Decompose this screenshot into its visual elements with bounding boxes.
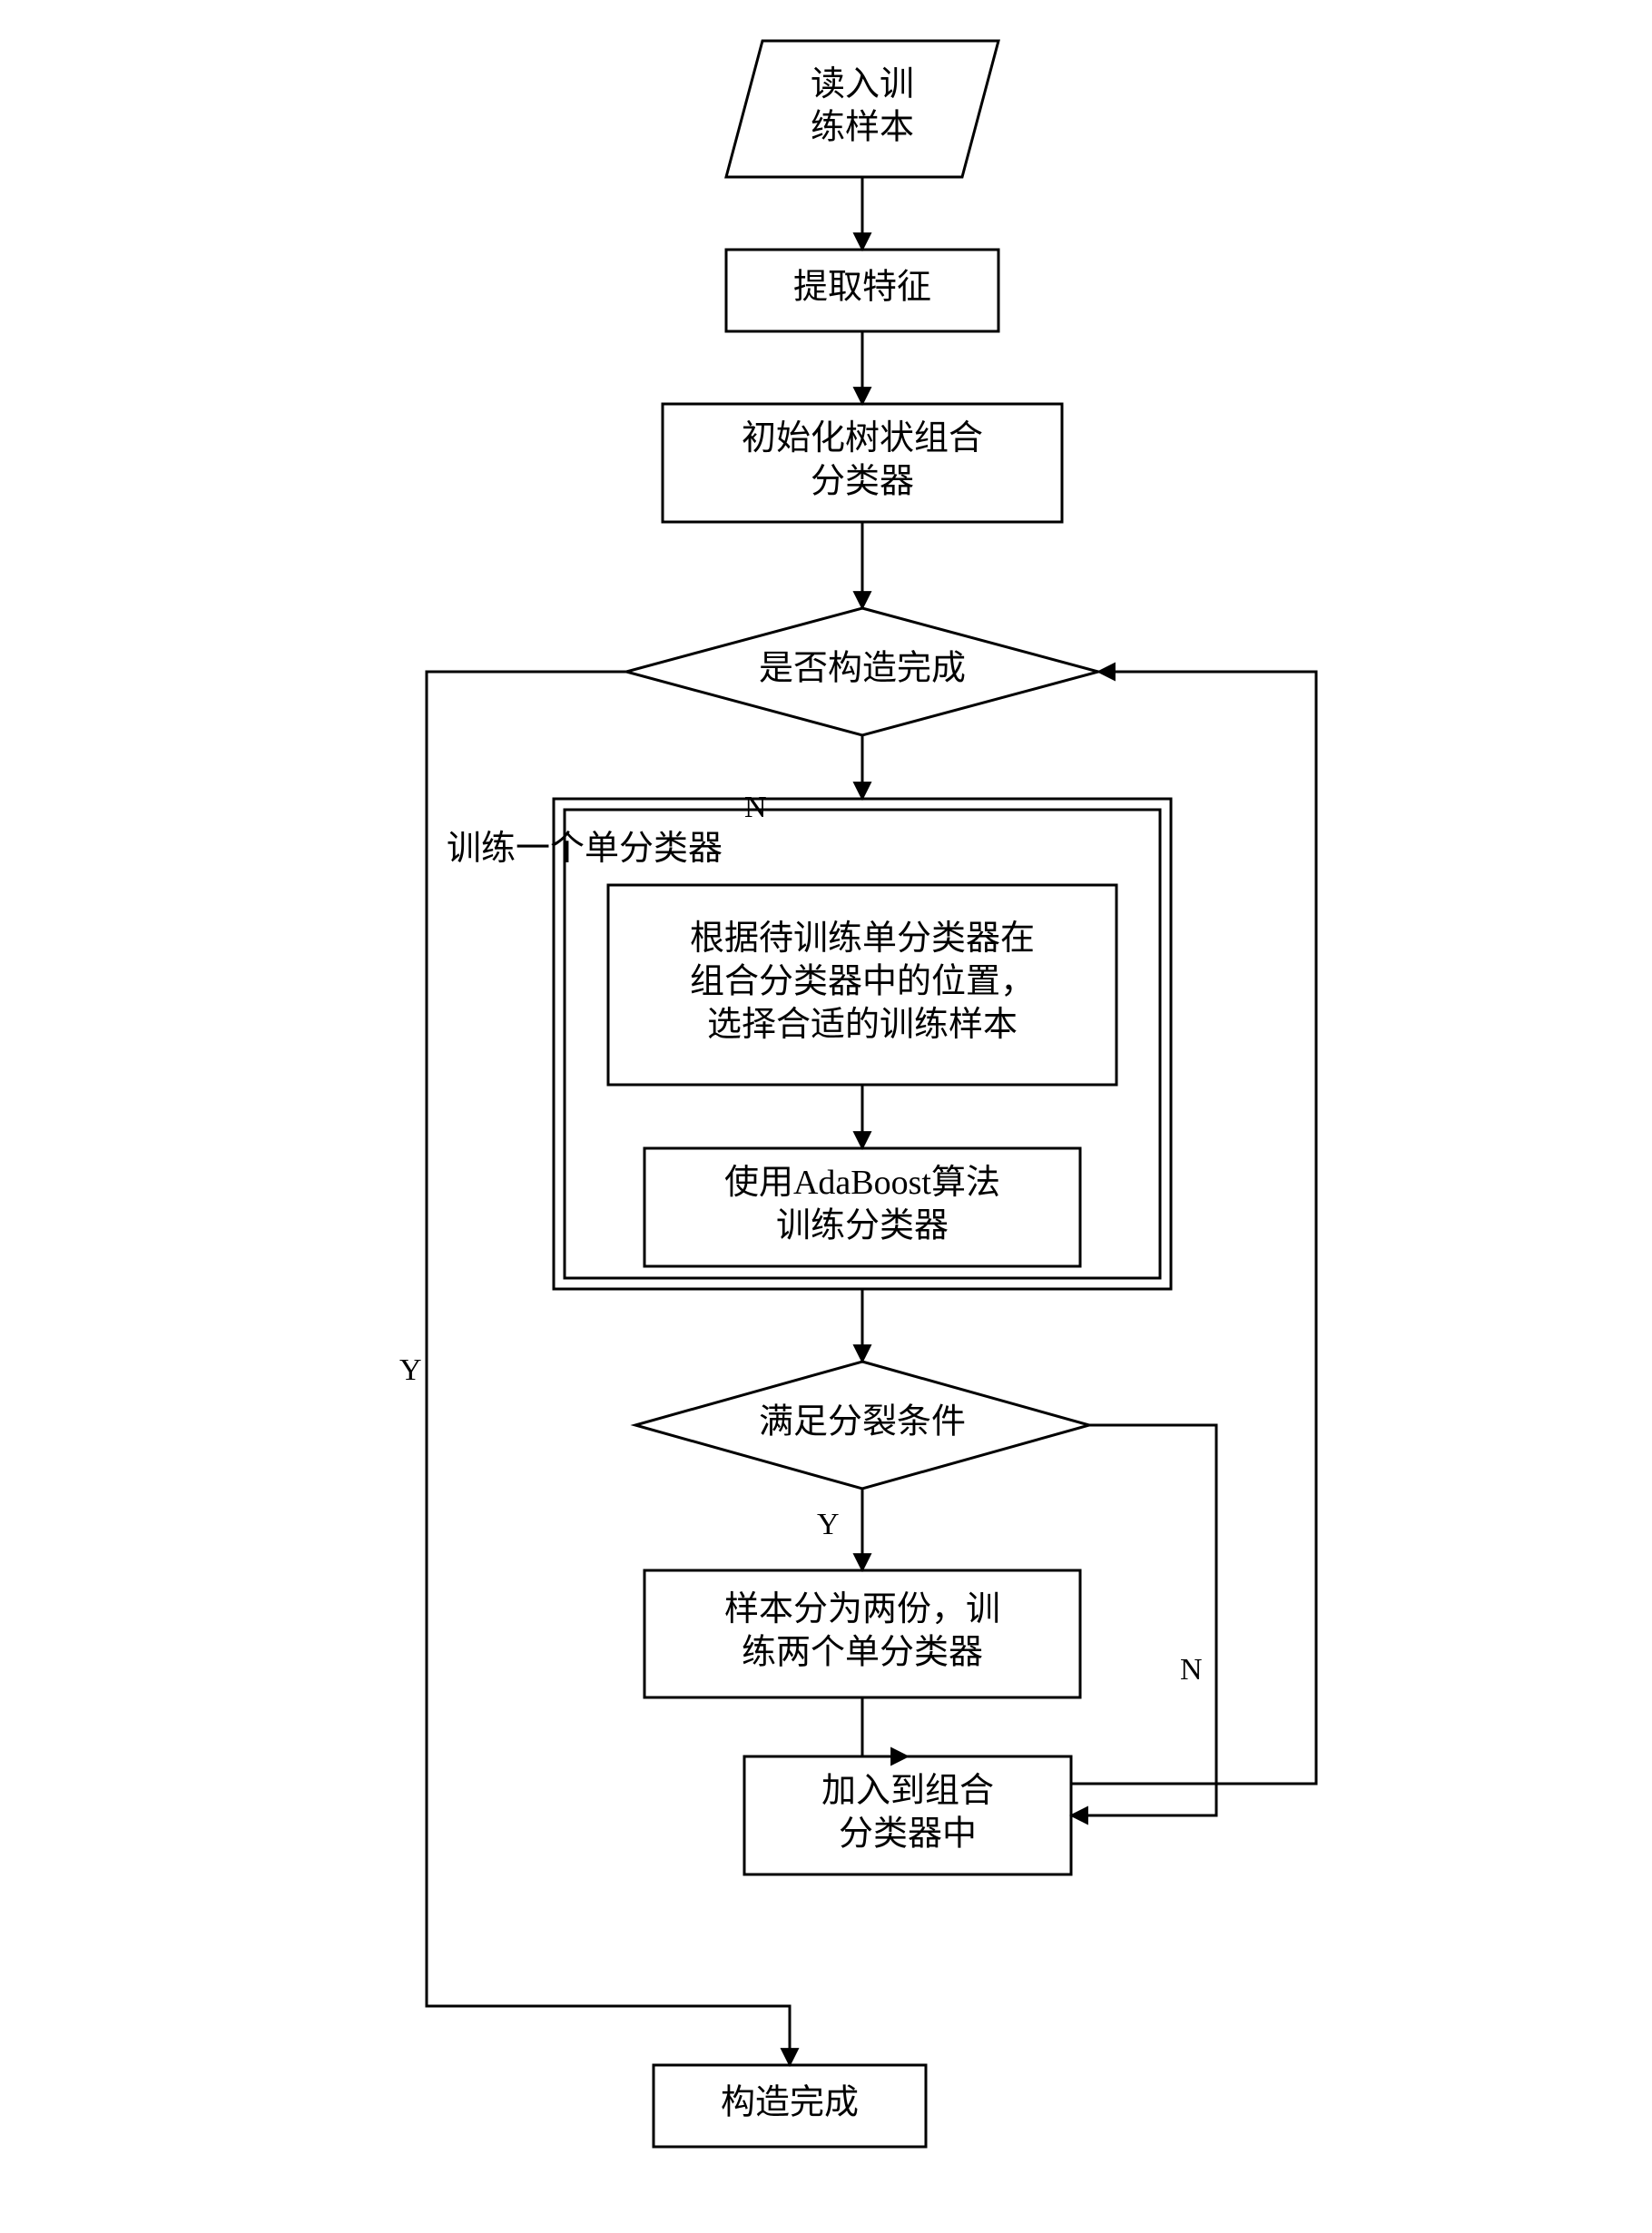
svg-text:读入训: 读入训 bbox=[811, 65, 914, 103]
svg-text:初始化树状组合: 初始化树状组合 bbox=[742, 419, 983, 457]
svg-text:练两个单分类器: 练两个单分类器 bbox=[742, 1633, 983, 1671]
svg-text:分类器中: 分类器中 bbox=[839, 1815, 977, 1853]
edge-label-10: Y bbox=[399, 1353, 422, 1387]
svg-text:训练分类器: 训练分类器 bbox=[776, 1206, 949, 1244]
svg-text:构造完成: 构造完成 bbox=[721, 2084, 859, 2122]
svg-text:分类器: 分类器 bbox=[811, 462, 914, 500]
edge-label-6: Y bbox=[817, 1508, 840, 1541]
svg-text:样本分为两份，训: 样本分为两份，训 bbox=[724, 1590, 1000, 1628]
edge-label-3: N bbox=[744, 791, 767, 824]
svg-text:组合分类器中的位置，: 组合分类器中的位置， bbox=[690, 963, 1035, 1001]
edge-7 bbox=[862, 1697, 908, 1756]
svg-text:满足分裂条件: 满足分裂条件 bbox=[759, 1403, 966, 1441]
svg-text:选择合适的训练样本: 选择合适的训练样本 bbox=[707, 1006, 1018, 1044]
edge-8 bbox=[1071, 1425, 1216, 1815]
svg-text:根据待训练单分类器在: 根据待训练单分类器在 bbox=[690, 920, 1035, 958]
edge-label-8: N bbox=[1180, 1653, 1203, 1687]
edge-10 bbox=[427, 672, 790, 2065]
svg-text:使用AdaBoost算法: 使用AdaBoost算法 bbox=[724, 1164, 1000, 1202]
svg-text:训练一个单分类器: 训练一个单分类器 bbox=[447, 830, 723, 868]
svg-text:加入到组合: 加入到组合 bbox=[821, 1772, 994, 1810]
edge-9 bbox=[1071, 672, 1316, 1784]
svg-text:是否构造完成: 是否构造完成 bbox=[759, 650, 966, 688]
svg-text:练样本: 练样本 bbox=[811, 108, 914, 146]
svg-text:提取特征: 提取特征 bbox=[793, 269, 931, 307]
